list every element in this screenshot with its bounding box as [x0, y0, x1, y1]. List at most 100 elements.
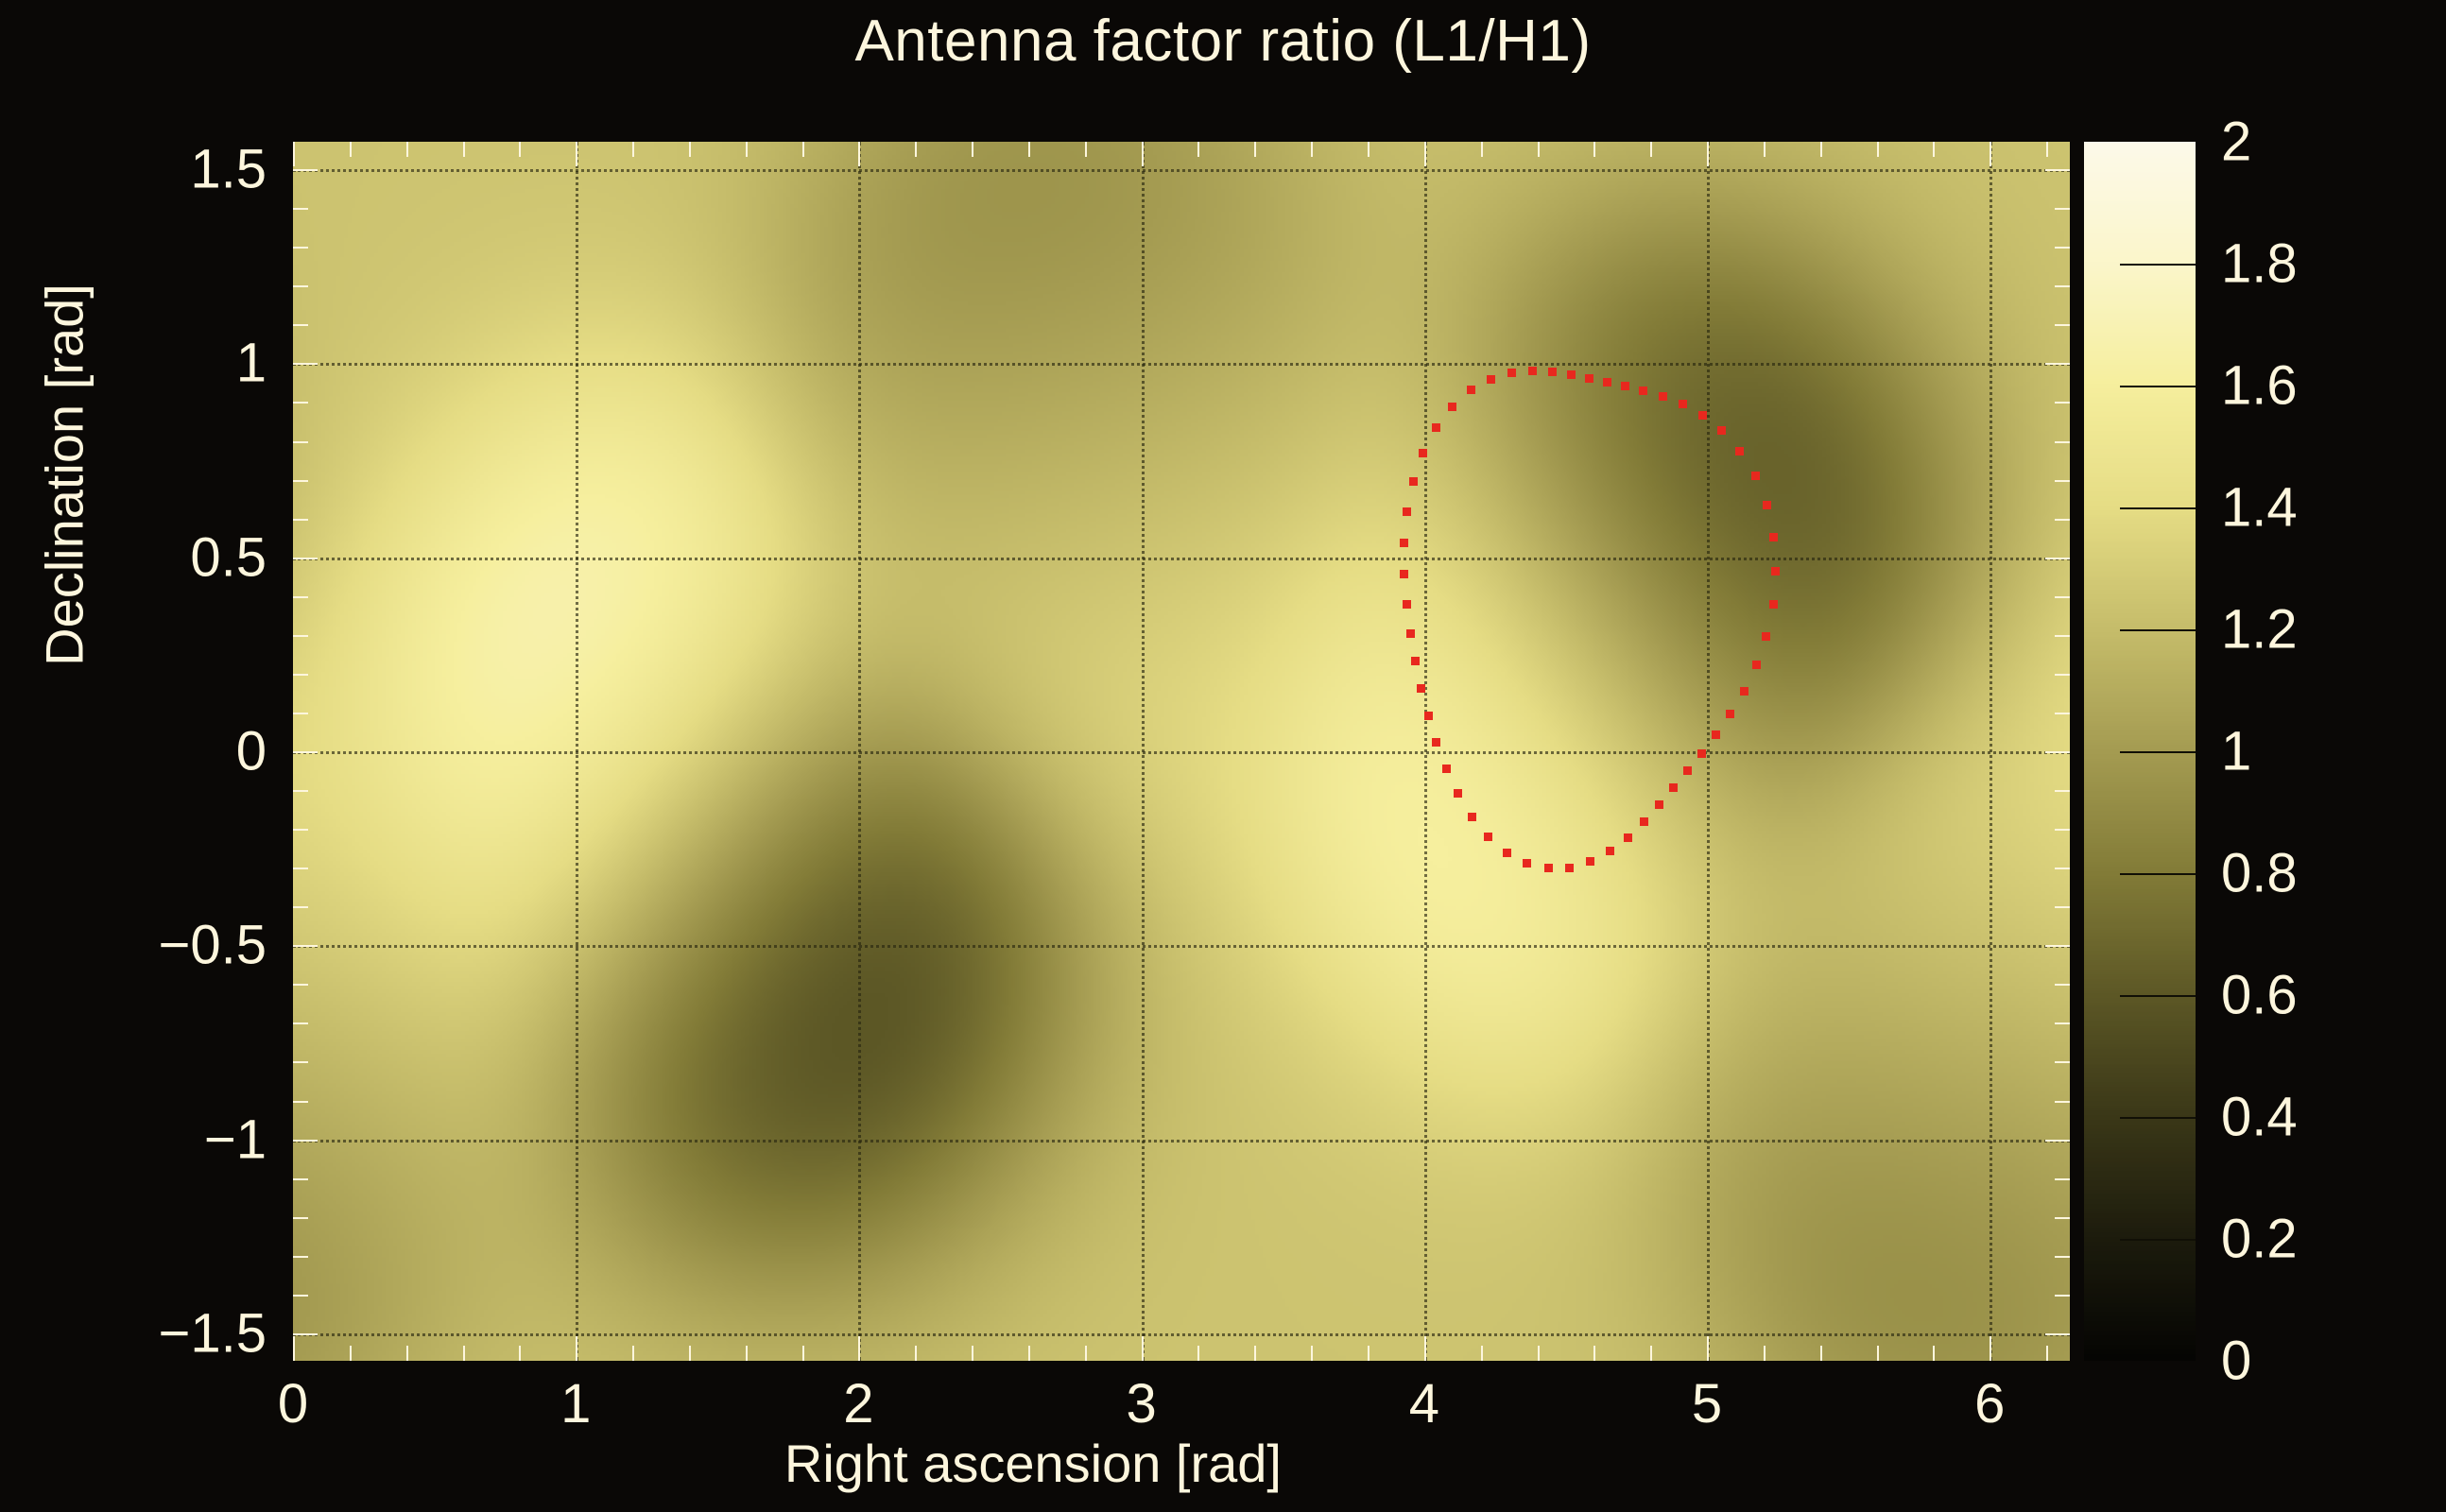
x-tick	[1254, 1346, 1257, 1361]
contour-marker	[1750, 472, 1760, 481]
contour-marker	[1565, 863, 1575, 872]
y-tick-right	[2055, 1022, 2070, 1025]
y-tick	[293, 1332, 318, 1335]
y-axis-tick-label: 1	[235, 332, 267, 394]
x-tick	[1480, 1346, 1483, 1361]
y-axis-tick-label: 0	[235, 720, 267, 782]
y-axis-tick-label: 0.5	[190, 526, 267, 589]
colorbar-tick-label: 1.8	[2221, 232, 2298, 295]
x-tick	[1763, 1346, 1766, 1361]
contour-marker	[1453, 789, 1462, 799]
y-tick	[293, 945, 318, 948]
gridline-horizontal	[293, 1139, 2070, 1143]
y-tick-right	[2055, 790, 2070, 793]
y-tick-right	[2055, 595, 2070, 598]
y-tick	[293, 868, 308, 870]
x-axis-tick-label: 4	[1408, 1373, 1439, 1435]
x-axis-title: Right ascension [rad]	[784, 1434, 1282, 1493]
x-tick	[1819, 1346, 1822, 1361]
x-axis-tick-label: 6	[1974, 1373, 2006, 1435]
y-tick-right	[2045, 1139, 2070, 1142]
contour-marker	[1586, 857, 1595, 867]
contour-marker	[1678, 399, 1687, 408]
colorbar-tick	[2120, 629, 2196, 631]
y-tick-right	[2055, 402, 2070, 404]
y-tick	[293, 402, 308, 404]
y-tick	[293, 790, 308, 793]
y-tick	[293, 479, 308, 482]
colorbar-tick-label: 0.4	[2221, 1086, 2298, 1148]
contour-marker	[1712, 730, 1721, 739]
contour-marker	[1640, 817, 1649, 827]
x-tick	[858, 1336, 861, 1361]
y-tick-right	[2045, 169, 2070, 172]
y-tick	[293, 1139, 318, 1142]
colorbar-tick	[2120, 873, 2196, 875]
colorbar-tick-label: 0.8	[2221, 842, 2298, 904]
contour-marker	[1527, 367, 1537, 376]
contour-marker	[1487, 374, 1496, 384]
y-tick	[293, 829, 308, 832]
colorbar-tick	[2120, 264, 2196, 266]
y-tick-right	[2055, 1294, 2070, 1297]
x-tick-top	[1876, 142, 1879, 157]
colorbar-tick-label: 1.6	[2221, 354, 2298, 417]
x-tick-top	[349, 142, 352, 157]
contour-marker	[1543, 864, 1553, 873]
y-tick	[293, 247, 308, 249]
contour-marker	[1432, 738, 1441, 747]
y-tick-right	[2055, 1100, 2070, 1103]
y-tick-right	[2055, 1061, 2070, 1064]
contour-marker	[1620, 382, 1629, 391]
y-tick	[293, 1255, 308, 1258]
y-tick-right	[2045, 945, 2070, 948]
contour-marker	[1655, 800, 1664, 810]
contour-marker	[1417, 684, 1426, 694]
colorbar-tick-label: 1	[2221, 720, 2252, 782]
contour-marker	[1448, 402, 1457, 411]
y-tick	[293, 1022, 308, 1025]
y-tick-right	[2055, 247, 2070, 249]
y-tick-right	[2045, 363, 2070, 366]
x-axis-tick-label: 2	[843, 1373, 874, 1435]
y-tick	[293, 208, 308, 211]
y-tick	[293, 673, 308, 676]
contour-marker	[1466, 386, 1475, 395]
x-tick	[519, 1346, 522, 1361]
x-tick	[1141, 1336, 1144, 1361]
x-tick	[1311, 1346, 1314, 1361]
y-tick-right	[2055, 324, 2070, 327]
y-tick	[293, 751, 318, 753]
x-tick-top	[1141, 142, 1144, 166]
contour-marker	[1639, 386, 1648, 395]
x-tick-top	[1650, 142, 1653, 157]
x-tick-top	[1707, 142, 1710, 166]
y-axis-tick-label: −1	[203, 1108, 267, 1171]
y-tick-right	[2055, 906, 2070, 909]
y-tick-right	[2055, 829, 2070, 832]
x-axis-tick-label: 0	[277, 1373, 309, 1435]
contour-marker	[1739, 687, 1748, 696]
contour-marker	[1523, 859, 1532, 868]
y-tick-right	[2055, 712, 2070, 714]
y-tick	[293, 285, 308, 288]
y-tick-right	[2055, 984, 2070, 987]
contour-marker	[1405, 628, 1415, 638]
y-axis-tick-label: −0.5	[158, 914, 267, 976]
contour-marker	[1683, 766, 1693, 776]
x-tick-top	[745, 142, 748, 157]
y-tick-right	[2055, 1177, 2070, 1180]
contour-marker	[1403, 507, 1412, 517]
contour-marker	[1400, 570, 1409, 579]
contour-marker	[1467, 812, 1476, 821]
x-tick	[1368, 1346, 1369, 1361]
x-tick	[1876, 1346, 1879, 1361]
y-tick	[293, 984, 308, 987]
x-tick	[1990, 1336, 1992, 1361]
contour-marker	[1605, 847, 1614, 856]
x-tick	[745, 1346, 748, 1361]
x-tick	[349, 1346, 352, 1361]
y-tick-right	[2055, 285, 2070, 288]
colorbar-tick-label: 0.2	[2221, 1208, 2298, 1270]
